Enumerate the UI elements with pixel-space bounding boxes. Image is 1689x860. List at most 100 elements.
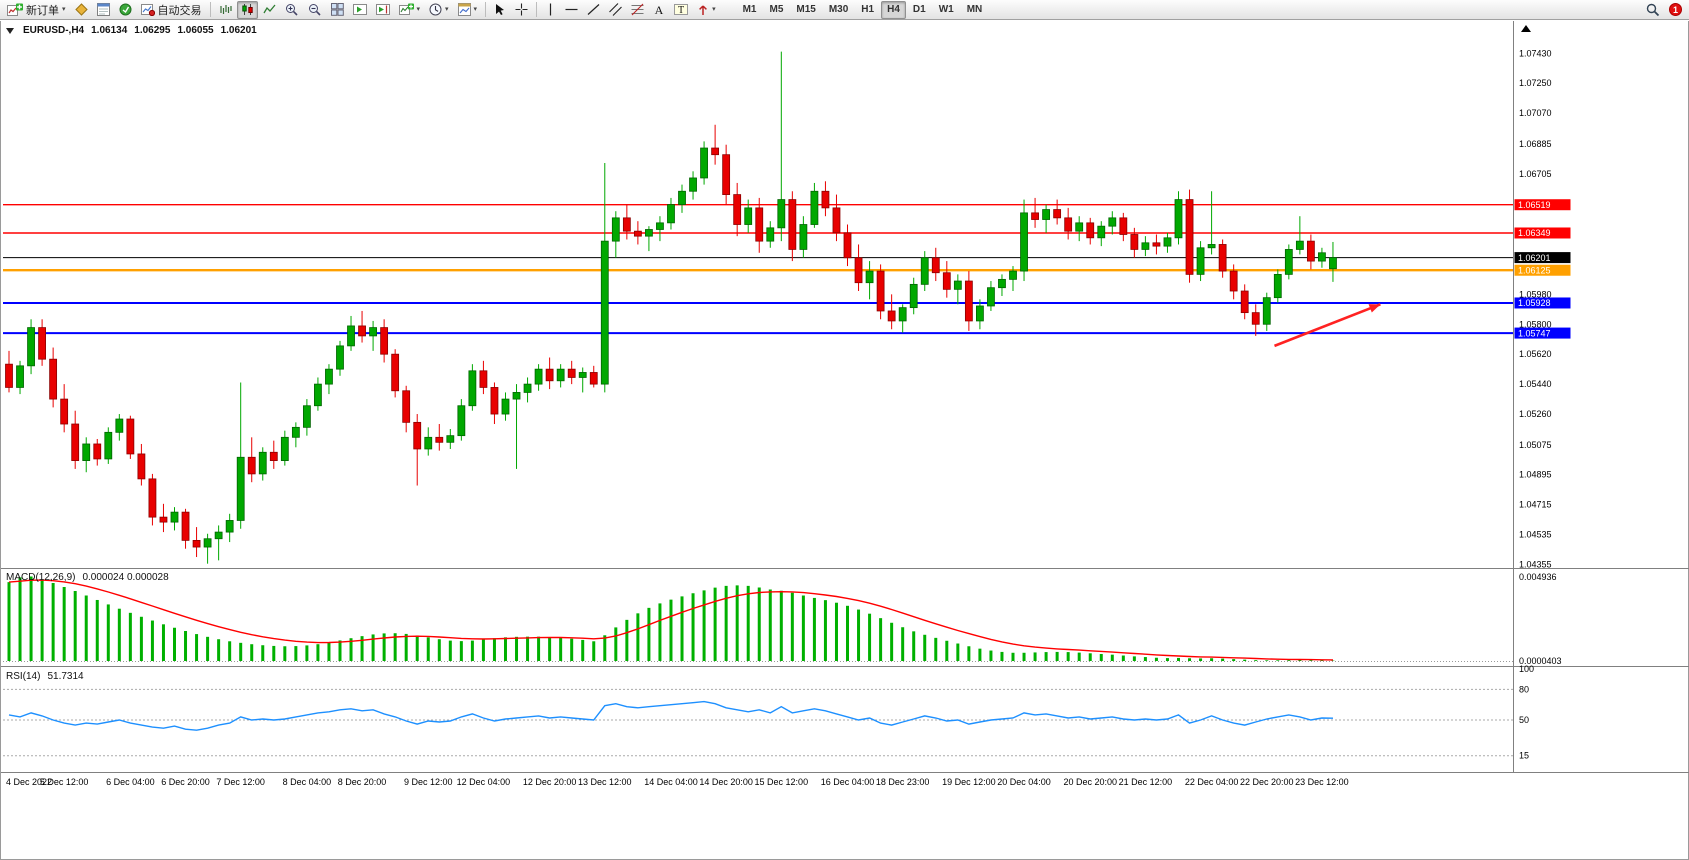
svg-text:14 Dec 20:00: 14 Dec 20:00 — [699, 777, 753, 787]
tile-windows-icon — [330, 3, 344, 16]
chart-candles-button[interactable] — [236, 0, 258, 19]
new-order-caret-icon: ▾ — [62, 6, 66, 13]
svg-text:0.0000403: 0.0000403 — [1519, 656, 1562, 666]
timeframe-button-d1[interactable]: D1 — [912, 4, 926, 15]
templates-icon — [457, 3, 471, 16]
zoom-in-button[interactable] — [281, 1, 303, 19]
svg-text:1.04535: 1.04535 — [1519, 530, 1552, 540]
timeframe-button-mn[interactable]: MN — [966, 4, 983, 15]
svg-text:20 Dec 20:00: 20 Dec 20:00 — [1063, 777, 1117, 787]
text-label-tool-button[interactable]: T — [670, 1, 692, 19]
search-button[interactable] — [1642, 1, 1664, 19]
price-axis[interactable]: 1.07430 1.07250 1.07070 1.06885 1.06705 1.059… — [1514, 25, 1571, 570]
line-chart-icon — [262, 3, 276, 16]
new-order-button[interactable]: 新订单 ▾ — [3, 1, 70, 19]
navigator-button[interactable] — [115, 1, 136, 19]
svg-text:1.05928: 1.05928 — [1518, 298, 1551, 308]
svg-text:T: T — [678, 5, 684, 16]
chart-bars-button[interactable] — [215, 1, 236, 19]
templates-caret-icon: ▾ — [473, 6, 478, 13]
rsi-pane-layer: 100 80 50 15 — [3, 664, 1534, 761]
svg-text:19 Dec 12:00: 19 Dec 12:00 — [942, 777, 996, 787]
svg-text:22 Dec 04:00: 22 Dec 04:00 — [1185, 777, 1239, 787]
trendline-tool-button[interactable] — [583, 1, 604, 19]
fibonacci-tool-button[interactable] — [627, 1, 648, 19]
templates-button[interactable]: ▾ — [454, 1, 482, 19]
svg-text:1.06519: 1.06519 — [1518, 200, 1551, 210]
svg-text:15 Dec 12:00: 15 Dec 12:00 — [755, 777, 809, 787]
chart-line-button[interactable] — [259, 1, 280, 19]
indicators-icon — [398, 3, 414, 16]
fibonacci-icon — [631, 3, 644, 16]
svg-text:1.05800: 1.05800 — [1519, 319, 1552, 329]
svg-text:1.05620: 1.05620 — [1519, 349, 1552, 359]
svg-text:23 Dec 12:00: 23 Dec 12:00 — [1295, 777, 1349, 787]
svg-text:A: A — [655, 3, 664, 16]
svg-text:21 Dec 12:00: 21 Dec 12:00 — [1119, 777, 1173, 787]
cursor-button[interactable] — [490, 1, 510, 19]
indicators-button[interactable]: ▾ — [395, 1, 425, 19]
svg-text:1.06201: 1.06201 — [1518, 253, 1551, 263]
chart-shift-button[interactable] — [372, 1, 394, 19]
toolbar-separator — [485, 2, 487, 17]
timeframe-button-m30[interactable]: M30 — [828, 4, 849, 15]
zoom-in-icon — [285, 3, 299, 17]
pane-borders — [1, 21, 1689, 773]
timeframe-button-m5[interactable]: M5 — [769, 4, 784, 15]
svg-text:1.06349: 1.06349 — [1518, 228, 1551, 238]
timeframe-button-w1[interactable]: W1 — [938, 4, 954, 15]
periods-caret-icon: ▾ — [445, 6, 449, 13]
scale-fix-icon — [1521, 25, 1531, 32]
timeframe-button-h4[interactable]: H4 — [881, 0, 906, 19]
data-window-icon — [96, 3, 110, 16]
crosshair-icon — [515, 3, 528, 16]
trend-arrow-annotation — [1274, 303, 1381, 348]
zoom-out-button[interactable] — [304, 1, 326, 19]
tile-windows-button[interactable] — [327, 1, 348, 19]
horizontal-line-icon — [565, 4, 578, 15]
svg-text:1.04895: 1.04895 — [1519, 470, 1552, 480]
arrows-tool-button[interactable]: ▾ — [693, 1, 720, 19]
periods-button[interactable]: ▾ — [425, 1, 453, 19]
price-chart-canvas[interactable]: 1.07430 1.07250 1.07070 1.06885 1.06705 1.059… — [1, 21, 1689, 860]
svg-text:9 Dec 12:00: 9 Dec 12:00 — [404, 777, 453, 787]
auto-trading-button[interactable]: 自动交易 — [137, 1, 206, 19]
navigator-icon — [119, 3, 132, 16]
zoom-out-icon — [308, 3, 322, 17]
svg-text:1.06705: 1.06705 — [1519, 169, 1552, 179]
cursor-arrow-icon — [494, 3, 506, 16]
indicators-caret-icon: ▾ — [416, 6, 421, 13]
auto-trading-label: 自动交易 — [157, 4, 202, 17]
svg-text:1.05747: 1.05747 — [1518, 328, 1551, 338]
notifications-button[interactable]: 1 — [1665, 1, 1686, 19]
svg-text:7 Dec 12:00: 7 Dec 12:00 — [216, 777, 265, 787]
svg-text:15: 15 — [1519, 751, 1529, 761]
svg-text:13 Dec 12:00: 13 Dec 12:00 — [578, 777, 632, 787]
auto-scroll-button[interactable] — [349, 1, 371, 19]
svg-text:50: 50 — [1519, 715, 1529, 725]
crosshair-button[interactable] — [511, 1, 532, 19]
timeframe-button-m1[interactable]: M1 — [742, 4, 757, 15]
new-order-label: 新订单 — [26, 4, 59, 17]
timeframe-button-m15[interactable]: M15 — [796, 4, 816, 15]
svg-text:20 Dec 04:00: 20 Dec 04:00 — [997, 777, 1051, 787]
chart-shift-icon — [375, 3, 390, 16]
text-tool-button[interactable]: A — [649, 1, 669, 19]
svg-text:8 Dec 20:00: 8 Dec 20:00 — [338, 777, 387, 787]
svg-text:5 Dec 12:00: 5 Dec 12:00 — [40, 777, 89, 787]
candlestick-chart-icon — [241, 3, 254, 16]
arrows-caret-icon: ▾ — [712, 6, 716, 13]
text-label-icon: T — [674, 3, 689, 16]
text-icon: A — [653, 3, 665, 16]
arrow-shapes-icon — [697, 3, 709, 16]
data-window-button[interactable] — [93, 1, 114, 19]
levels-layer — [3, 204, 1513, 335]
channel-tool-button[interactable] — [605, 1, 626, 19]
timeframe-button-h1[interactable]: H1 — [861, 4, 875, 15]
svg-text:18 Dec 23:00: 18 Dec 23:00 — [876, 777, 930, 787]
horizontal-line-tool-button[interactable] — [561, 1, 582, 19]
svg-text:1.05440: 1.05440 — [1519, 379, 1552, 389]
market-watch-button[interactable] — [71, 1, 92, 19]
vertical-line-tool-button[interactable] — [541, 1, 560, 19]
